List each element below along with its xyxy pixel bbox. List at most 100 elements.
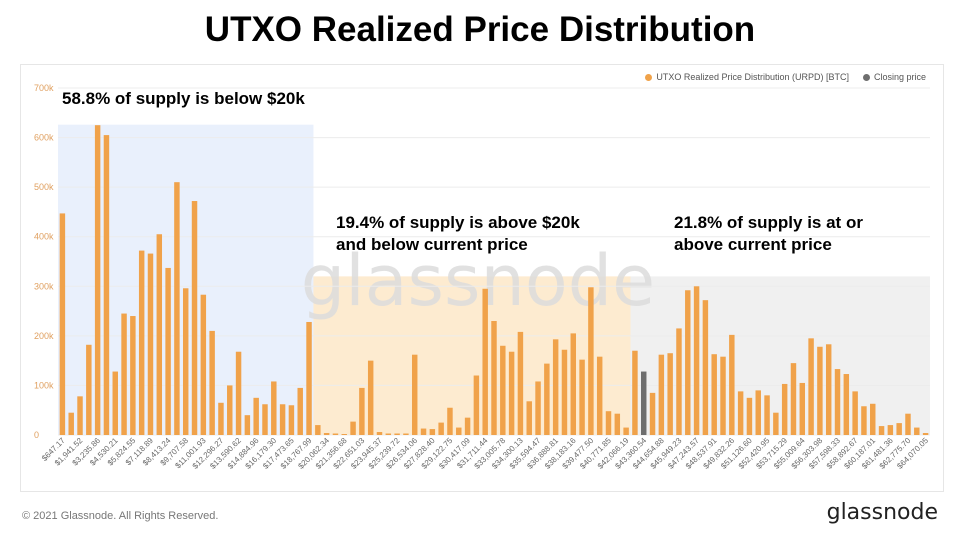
- bar: [799, 382, 806, 435]
- bar: [288, 405, 295, 435]
- bar: [693, 286, 700, 435]
- bar: [323, 433, 330, 435]
- y-tick-label: 0: [34, 430, 39, 440]
- bar: [315, 425, 321, 435]
- bar: [473, 375, 480, 435]
- legend-label-closing: Closing price: [873, 72, 926, 82]
- region-middle: [313, 276, 631, 435]
- bar: [614, 413, 621, 435]
- bar: [464, 417, 471, 435]
- chart-title: UTXO Realized Price Distribution: [204, 10, 756, 49]
- legend-item-closing[interactable]: Closing price: [862, 72, 926, 82]
- annotation-middle-line1: 19.4% of supply is above $20k: [336, 213, 580, 232]
- urpd-dot-icon: [645, 73, 653, 81]
- bar: [253, 397, 259, 435]
- bar: [544, 363, 550, 435]
- bar: [482, 288, 488, 435]
- annotation-middle: 19.4% of supply is above $20k and below …: [336, 212, 580, 256]
- bar: [491, 320, 497, 435]
- annotation-above-line1: 21.8% of supply is at or: [674, 213, 863, 232]
- bar: [861, 406, 867, 435]
- bar: [182, 288, 189, 435]
- annotation-below: 58.8% of supply is below $20k: [62, 89, 305, 108]
- bar: [508, 351, 515, 435]
- bar: [887, 425, 894, 435]
- bar: [209, 330, 215, 435]
- bar: [817, 346, 823, 435]
- bar: [156, 234, 163, 435]
- bar: [535, 381, 541, 435]
- bar: [130, 316, 136, 435]
- bar: [420, 428, 427, 435]
- bar: [517, 331, 524, 435]
- bar: [350, 421, 356, 435]
- legend-label-urpd: UTXO Realized Price Distribution (URPD) …: [656, 72, 849, 82]
- bar: [878, 426, 885, 435]
- bar: [165, 267, 171, 435]
- bar: [632, 350, 638, 435]
- bar: [561, 349, 568, 435]
- bar: [394, 433, 400, 435]
- bar: [825, 344, 832, 435]
- bar: [279, 404, 286, 435]
- bar: [112, 371, 118, 435]
- bar: [500, 345, 506, 435]
- y-tick-label: 300k: [34, 281, 54, 291]
- bar: [191, 201, 198, 435]
- bar: [773, 412, 779, 435]
- bar: [411, 354, 418, 435]
- bar: [852, 391, 858, 435]
- bar: [579, 359, 585, 435]
- glassnode-logo[interactable]: glassnode: [826, 500, 938, 525]
- bar: [218, 402, 224, 435]
- bar: [403, 433, 409, 435]
- bar: [764, 395, 770, 435]
- bar: [306, 321, 312, 435]
- annotation-above-line2: above current price: [674, 235, 832, 254]
- y-tick-label: 200k: [34, 331, 54, 341]
- bar: [790, 363, 797, 435]
- watermark: glassnode: [301, 240, 655, 322]
- bar: [623, 427, 629, 435]
- bar: [385, 433, 392, 435]
- bar: [367, 360, 374, 435]
- bar: [605, 411, 612, 435]
- bar: [297, 387, 303, 435]
- bar: [808, 338, 814, 435]
- y-tick-label: 100k: [34, 380, 54, 390]
- bar: [746, 397, 753, 435]
- copyright-text: © 2021 Glassnode. All Rights Reserved.: [22, 510, 219, 522]
- bar: [86, 344, 92, 435]
- bar: [702, 300, 709, 435]
- bar: [359, 387, 365, 435]
- closing-price-bar: [641, 371, 647, 435]
- annotation-above: 21.8% of supply is at or above current p…: [674, 212, 863, 256]
- bar: [685, 290, 691, 435]
- bar: [870, 403, 876, 435]
- bar: [59, 213, 66, 435]
- bar: [729, 334, 735, 435]
- bar: [227, 385, 233, 435]
- bar: [376, 432, 383, 435]
- bar: [588, 287, 594, 435]
- watermark-text: glassnode: [301, 240, 655, 322]
- bar: [332, 433, 339, 435]
- bar: [720, 356, 726, 435]
- bar: [755, 390, 761, 435]
- bar: [676, 328, 682, 435]
- bar: [94, 125, 101, 435]
- bars: [59, 125, 929, 436]
- bar: [138, 250, 145, 435]
- bar: [262, 404, 268, 435]
- bar: [526, 401, 532, 435]
- bar: [922, 433, 929, 435]
- bar: [438, 422, 444, 435]
- bar: [667, 353, 673, 435]
- bar: [103, 135, 110, 436]
- bar: [843, 374, 850, 435]
- bar: [77, 396, 83, 435]
- legend-item-urpd[interactable]: UTXO Realized Price Distribution (URPD) …: [645, 72, 849, 82]
- bar: [174, 182, 180, 435]
- bar: [649, 392, 656, 435]
- bar: [552, 339, 559, 435]
